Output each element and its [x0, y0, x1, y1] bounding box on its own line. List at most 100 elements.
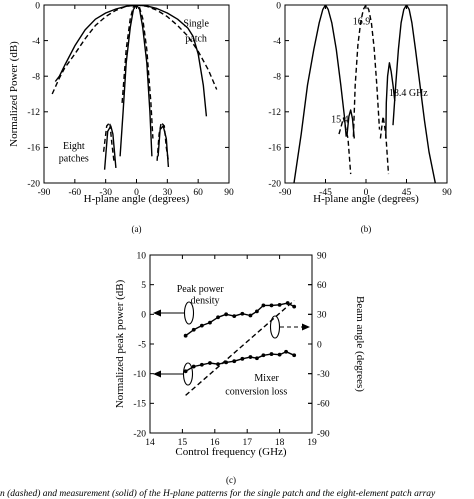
data-point: [277, 352, 282, 357]
y-tick-label: -4: [32, 37, 40, 47]
data-point: [240, 356, 245, 361]
y-right-tick-label: -90: [317, 429, 330, 439]
annotations-a: Single patch Eight patches: [59, 18, 210, 164]
y-tick-label: -5: [138, 340, 146, 350]
annotation: patches: [59, 154, 89, 165]
data-point: [183, 369, 188, 374]
y-right-tick-label: -30: [317, 370, 330, 380]
annotation: Eight: [63, 141, 85, 152]
axis-indicators-c: [153, 301, 310, 386]
series-line-4: [379, 115, 390, 175]
annotation: Peak power: [177, 284, 225, 295]
series-line-1: [54, 5, 208, 117]
y-tick-label: -20: [133, 429, 146, 439]
series-line-3: [119, 5, 153, 157]
data-point: [255, 356, 259, 361]
x-tick-label: 16: [210, 438, 220, 448]
data-point: [208, 361, 212, 365]
data-point: [199, 323, 204, 328]
data-point: [285, 301, 290, 305]
panel-label-b: (b): [361, 224, 372, 234]
y-tick-label: -20: [27, 179, 40, 189]
y-tick-label: -10: [133, 370, 146, 380]
y-axis-label-a: Normalized Power (dB): [8, 41, 20, 147]
x-tick-label: -60: [68, 188, 81, 198]
y-ticks-b: -20 -16 -12 -8 -4 0: [268, 1, 447, 189]
x-axis-label-c: Control frequency (GHz): [175, 446, 287, 458]
figure-caption: n (dashed) and measurement (solid) of th…: [0, 488, 436, 499]
y-tick-label: 0: [141, 311, 146, 321]
y-tick-label: 10: [137, 251, 147, 261]
data-point: [292, 353, 297, 358]
x-tick-label: 17: [242, 438, 252, 448]
x-axis-label-a: H-plane angle (degrees): [84, 193, 190, 205]
y-right-tick-label: 90: [317, 251, 327, 261]
x-tick-label: -90: [279, 188, 292, 198]
beam-angle-arrowhead: [302, 323, 310, 331]
annotation: 18.4 GHz: [389, 88, 428, 99]
annotations-b: 16.9 18.4 GHz 15.4: [331, 17, 428, 126]
x-tick-label: 15: [178, 438, 188, 448]
series-line-2: [121, 5, 154, 139]
x-tick-label: -90: [38, 188, 51, 198]
data-point: [240, 311, 245, 316]
data-point: [232, 314, 237, 319]
series-group-b: [293, 5, 436, 183]
x-tick-label: 30: [163, 188, 173, 198]
annotation: 16.9: [353, 17, 371, 28]
data-point: [191, 327, 196, 332]
y-ticks-c: -20 -15 -10 -5 0 5 10: [133, 251, 312, 439]
data-point: [208, 320, 212, 325]
y-tick-label: -8: [32, 73, 40, 83]
mixer-loss-arrowhead: [153, 370, 161, 378]
x-tick-label: 14: [145, 438, 155, 448]
data-point: [248, 355, 253, 359]
beam-angle-ellipse: [269, 315, 281, 339]
x-tick-label: -45: [319, 188, 332, 198]
x-ticks-a: -90 -60 -30 0 30 60 90: [38, 5, 234, 198]
y-tick-label: 5: [141, 281, 146, 291]
y-tick-label: 0: [276, 1, 281, 11]
annotation: patch: [185, 33, 207, 44]
x-tick-label: 90: [442, 188, 452, 198]
annotation: 15.4: [331, 114, 349, 125]
data-point: [284, 349, 288, 354]
x-tick-label: 45: [402, 188, 412, 198]
peak-power-ellipse: [183, 301, 195, 325]
annotation: conversion loss: [225, 386, 287, 397]
x-tick-label: -30: [99, 188, 112, 198]
data-point: [216, 315, 220, 320]
data-point: [183, 333, 188, 338]
x-ticks-b: -90 -45 0 45 90: [279, 5, 452, 198]
y-tick-label: -16: [27, 144, 40, 154]
annotation: Mixer: [254, 373, 279, 384]
y-axis-label-c: Normalized peak power (dB): [114, 279, 126, 408]
data-point: [199, 362, 204, 367]
y-axis-label-right-c: Beam angle (degrees): [354, 296, 366, 392]
y-right-tick-label: -60: [317, 400, 330, 410]
data-point: [248, 313, 253, 318]
data-point: [224, 312, 229, 317]
y-tick-label: -12: [268, 108, 281, 118]
data-point: [216, 362, 220, 367]
plot-frame-c: [149, 254, 313, 434]
series-line-5: [385, 62, 396, 139]
series-line-5: [103, 125, 117, 170]
series-group-c: [183, 299, 297, 396]
data-point: [292, 304, 297, 309]
annotation: density: [191, 296, 220, 307]
y-tick-label: -4: [273, 37, 281, 47]
data-point: [191, 364, 196, 369]
y-right-tick-label: 30: [317, 311, 327, 321]
y-tick-label: -12: [27, 108, 40, 118]
x-ticks-c: 14 15 16 17 18 19: [145, 255, 317, 448]
y-ticks-right-c: -90 -60 -30 0 30 60 90: [308, 251, 330, 439]
panel-label-c: (c): [226, 475, 236, 485]
x-tick-label: 19: [307, 438, 317, 448]
data-point: [232, 359, 237, 364]
series-group-a: [51, 5, 218, 170]
y-right-tick-label: 0: [317, 340, 322, 350]
y-right-tick-label: 60: [317, 281, 327, 291]
data-point: [261, 353, 266, 358]
